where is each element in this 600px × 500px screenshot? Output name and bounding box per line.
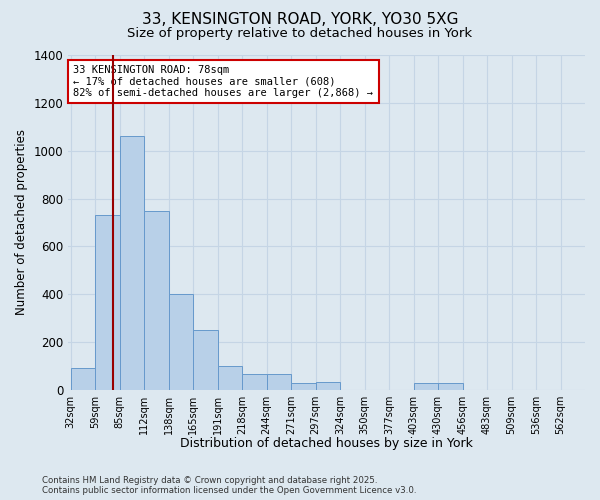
Bar xyxy=(413,383,438,390)
Bar xyxy=(193,330,218,390)
Bar xyxy=(438,383,463,390)
Bar xyxy=(169,294,193,390)
X-axis label: Distribution of detached houses by size in York: Distribution of detached houses by size … xyxy=(180,437,473,450)
Bar xyxy=(242,374,266,390)
Y-axis label: Number of detached properties: Number of detached properties xyxy=(15,130,28,316)
Bar xyxy=(316,382,340,390)
Bar xyxy=(119,136,144,390)
Bar xyxy=(218,366,242,390)
Bar xyxy=(144,210,169,390)
Bar xyxy=(95,216,119,390)
Bar xyxy=(266,374,291,390)
Text: Contains HM Land Registry data © Crown copyright and database right 2025.
Contai: Contains HM Land Registry data © Crown c… xyxy=(42,476,416,495)
Bar xyxy=(71,368,95,390)
Text: Size of property relative to detached houses in York: Size of property relative to detached ho… xyxy=(127,28,473,40)
Text: 33, KENSINGTON ROAD, YORK, YO30 5XG: 33, KENSINGTON ROAD, YORK, YO30 5XG xyxy=(142,12,458,28)
Text: 33 KENSINGTON ROAD: 78sqm
← 17% of detached houses are smaller (608)
82% of semi: 33 KENSINGTON ROAD: 78sqm ← 17% of detac… xyxy=(73,65,373,98)
Bar xyxy=(291,383,316,390)
